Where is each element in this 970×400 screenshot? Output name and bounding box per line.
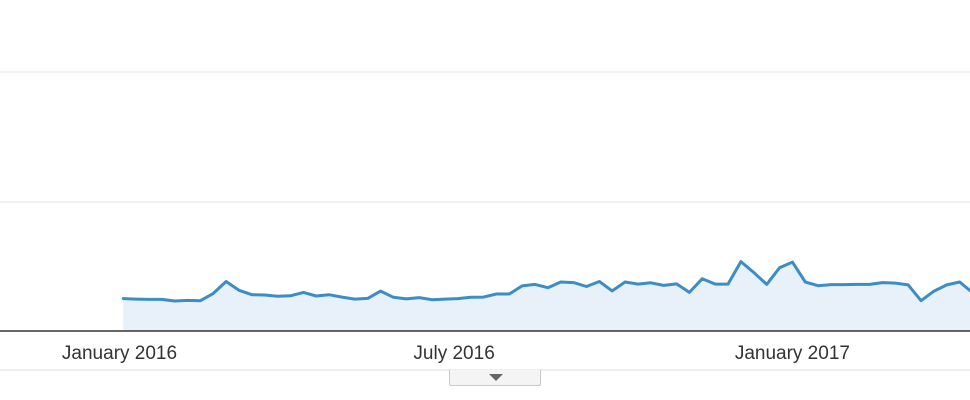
data-point <box>855 283 858 286</box>
data-point <box>623 280 627 284</box>
data-point <box>842 283 846 286</box>
data-point <box>636 282 640 286</box>
data-point <box>469 296 472 299</box>
data-point <box>430 298 434 301</box>
data-point <box>456 297 459 300</box>
series-points <box>122 260 961 303</box>
data-point <box>714 282 717 286</box>
data-point <box>572 281 575 284</box>
data-point <box>868 283 871 286</box>
data-point <box>353 297 356 301</box>
data-point <box>533 283 537 286</box>
data-point <box>881 281 884 284</box>
data-point <box>804 280 807 284</box>
x-tick-label: July 2016 <box>413 343 494 364</box>
data-point <box>134 297 138 301</box>
data-point <box>701 277 704 280</box>
data-point <box>958 280 961 284</box>
data-point <box>675 282 678 286</box>
data-point <box>778 266 781 269</box>
data-point <box>340 295 344 299</box>
data-point <box>508 292 511 296</box>
data-point <box>327 293 331 296</box>
data-point <box>122 297 125 300</box>
data-point <box>160 298 163 301</box>
data-point <box>649 281 652 284</box>
expand-chart-button[interactable] <box>449 370 541 386</box>
data-point <box>598 280 601 283</box>
data-point <box>520 284 524 288</box>
series-area-fill <box>123 261 970 331</box>
data-point <box>302 291 305 294</box>
caret-down-icon <box>489 374 503 381</box>
data-point <box>250 293 254 296</box>
data-point <box>289 294 292 297</box>
data-point <box>726 282 730 286</box>
data-point <box>495 292 498 296</box>
data-point <box>739 260 743 263</box>
data-point <box>276 295 279 298</box>
data-point <box>919 299 923 302</box>
data-point <box>379 289 382 293</box>
data-point <box>186 299 189 302</box>
data-point <box>147 298 151 301</box>
data-point <box>173 299 176 303</box>
data-point <box>932 289 936 293</box>
data-point <box>752 271 755 274</box>
data-point <box>443 297 447 301</box>
data-point <box>611 289 614 293</box>
x-tick-label: January 2016 <box>62 343 177 364</box>
data-point <box>559 280 562 284</box>
data-point <box>405 297 408 301</box>
data-point <box>791 260 794 264</box>
data-point <box>315 294 318 298</box>
data-point <box>585 285 588 288</box>
data-point <box>816 284 820 287</box>
data-point <box>829 283 833 286</box>
data-point <box>765 283 768 286</box>
data-point <box>263 293 266 297</box>
data-point <box>366 297 369 300</box>
data-point <box>662 284 665 287</box>
data-point <box>224 280 228 283</box>
x-tick-label: January 2017 <box>735 343 850 364</box>
data-point <box>482 295 485 299</box>
data-point <box>546 286 550 289</box>
data-point <box>199 299 202 302</box>
series-line <box>121 260 970 303</box>
data-point <box>894 281 897 285</box>
data-point <box>907 283 910 287</box>
data-point <box>688 291 691 294</box>
data-point <box>237 289 241 292</box>
data-point <box>418 296 421 299</box>
data-point <box>212 292 215 295</box>
data-point <box>945 283 948 287</box>
data-point <box>392 296 395 299</box>
